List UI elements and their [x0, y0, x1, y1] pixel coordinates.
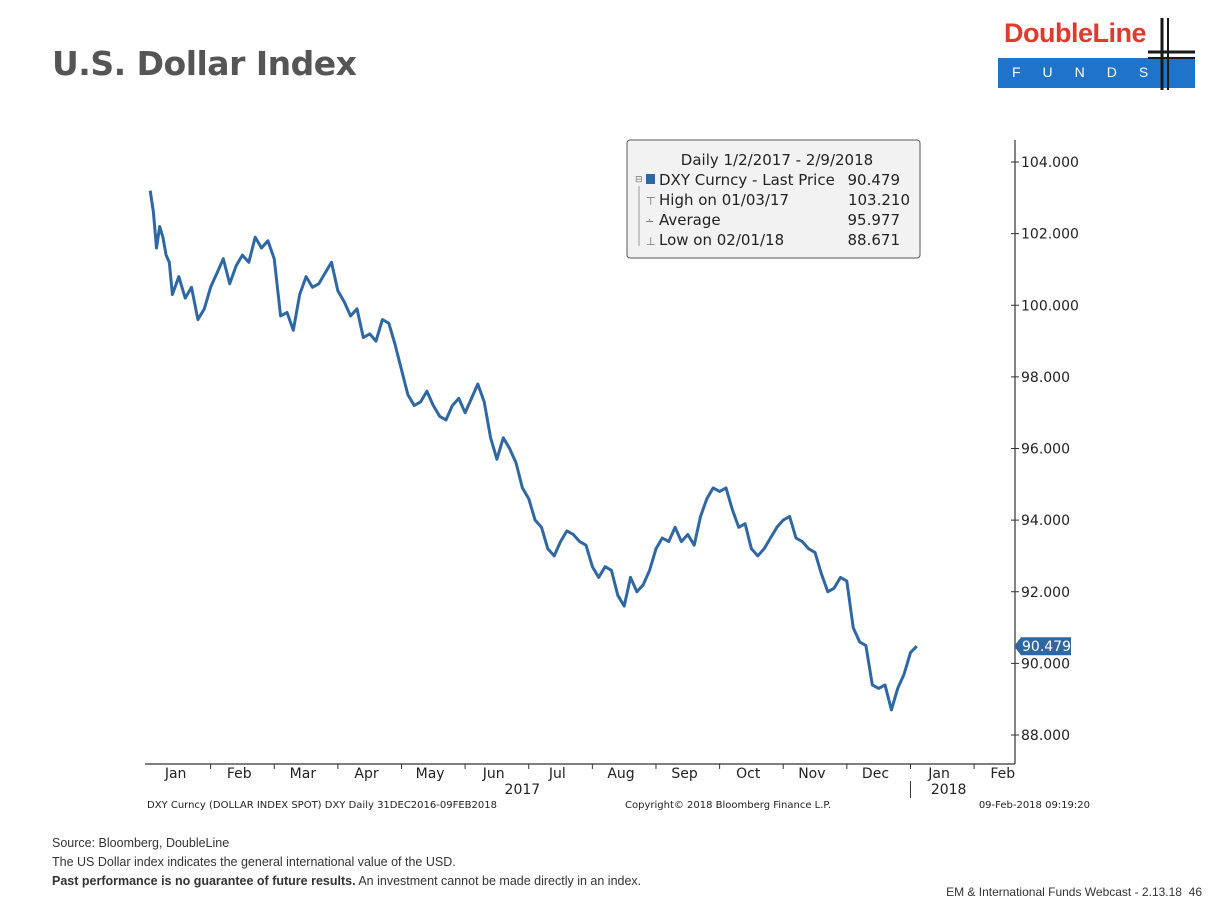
average-marker-icon: ∸ [645, 215, 654, 228]
chart-footer-left: DXY Curncy (DOLLAR INDEX SPOT) DXY Daily… [147, 800, 497, 811]
x-tick-label: Jan [164, 766, 187, 782]
source-note: Source: Bloomberg, DoubleLine [52, 836, 230, 850]
disclaimer-note: Past performance is no guarantee of futu… [52, 872, 641, 891]
x-tick-label: Nov [798, 766, 825, 782]
x-tick-label: Aug [607, 766, 634, 782]
legend-row-value: 88.671 [848, 231, 901, 249]
disclaimer-bold: Past performance is no guarantee of futu… [52, 874, 356, 888]
y-tick-label: 98.000 [1021, 370, 1070, 386]
last-value-label: 90.479 [1014, 637, 1071, 656]
page-footer: EM & International Funds Webcast - 2.13.… [946, 885, 1202, 899]
legend-row-value: 103.210 [848, 191, 910, 209]
chart-footer-center: Copyright© 2018 Bloomberg Finance L.P. [625, 800, 831, 811]
x-tick-label: Jul [548, 766, 566, 782]
y-tick-label: 100.000 [1021, 298, 1079, 314]
low-marker-icon: ⊥ [646, 235, 656, 248]
x-tick-label: Feb [227, 766, 252, 782]
y-tick-label: 104.000 [1021, 155, 1079, 171]
dxy-chart: 104.000 102.000 100.000 98.000 96.000 94.000 9… [145, 139, 1090, 811]
high-marker-icon: ⊤ [646, 195, 656, 208]
x-tick-label: Jun [482, 766, 505, 782]
x-tick-label: Oct [736, 766, 761, 782]
legend-row-label: Average [659, 211, 721, 229]
disclaimer-rest: An investment cannot be made directly in… [358, 874, 642, 888]
chart-footer-right: 09-Feb-2018 09:19:20 [979, 800, 1090, 811]
x-tick-label: Mar [290, 766, 317, 782]
y-tick-label: 94.000 [1021, 513, 1070, 529]
logo-brand: DoubleLine [1004, 18, 1147, 48]
series-line-dxy [148, 190, 918, 712]
x-year-label: 2017 [505, 782, 541, 798]
page-number: 46 [1188, 885, 1202, 899]
footer-text: EM & International Funds Webcast - 2.13.… [946, 885, 1182, 899]
legend-row-value: 90.479 [848, 171, 901, 189]
y-tick-label: 92.000 [1021, 585, 1070, 601]
logo-funds: FUNDS [1012, 64, 1171, 80]
x-tick-label: Sep [671, 766, 698, 782]
logo-grid-icon [1148, 18, 1195, 90]
x-tick-label: Feb [990, 766, 1015, 782]
x-tick-label: May [416, 766, 445, 782]
y-tick-label: 102.000 [1021, 227, 1079, 243]
legend-row-label: DXY Curncy - Last Price [659, 171, 835, 189]
legend-header: Daily 1/2/2017 - 2/9/2018 [681, 151, 873, 169]
x-year-label: 2018 [931, 782, 967, 798]
legend-collapse-icon: ⊟ [635, 175, 643, 185]
legend-swatch-icon [646, 174, 655, 184]
legend-row-label: High on 01/03/17 [659, 191, 789, 209]
page-title: U.S. Dollar Index [52, 44, 357, 83]
footer-notes: Source: Bloomberg, DoubleLine The US Dol… [52, 834, 641, 891]
legend-row-label: Low on 02/01/18 [659, 231, 784, 249]
x-tick-label: Apr [354, 766, 378, 782]
chart-legend: Daily 1/2/2017 - 2/9/2018 ⊟ DXY Curncy -… [626, 139, 921, 259]
y-tick-label: 90.000 [1021, 656, 1070, 672]
description-note: The US Dollar index indicates the genera… [52, 855, 456, 869]
legend-row-value: 95.977 [848, 211, 901, 229]
y-tick-label: 96.000 [1021, 442, 1070, 458]
x-tick-label: Dec [862, 766, 889, 782]
doubleline-logo: DoubleLine FUNDS [998, 18, 1195, 90]
x-tick-label: Jan [927, 766, 950, 782]
last-value-text: 90.479 [1022, 639, 1071, 655]
y-tick-label: 88.000 [1021, 728, 1070, 744]
